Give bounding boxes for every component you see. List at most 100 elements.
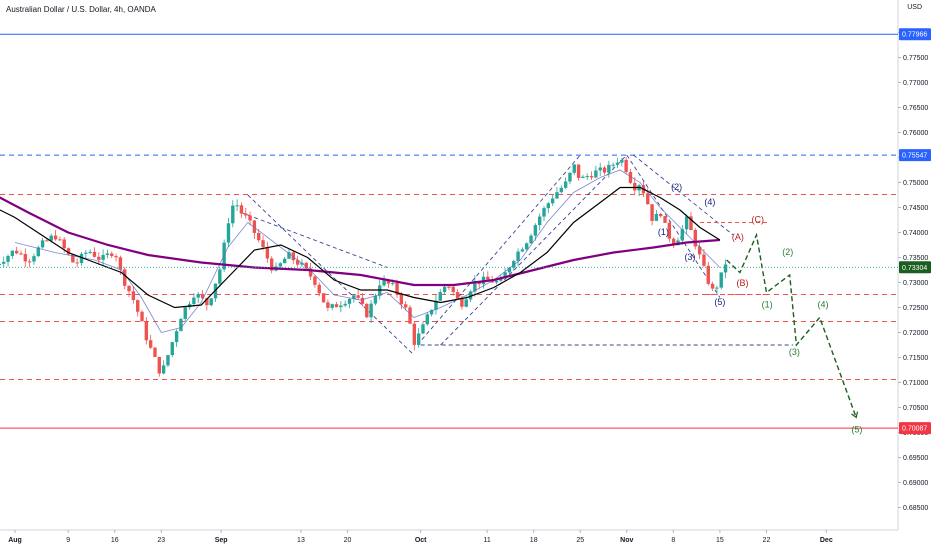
candle-body [395,283,399,295]
candle-body [218,269,222,284]
wave-label: (2) [782,247,793,257]
candle-body [408,307,412,324]
currency-label: USD [907,4,922,11]
wave-label: (5) [714,297,725,307]
candle-body [468,291,473,300]
candle-body [429,309,434,315]
ma-black-line [0,186,721,309]
candle-body [0,263,2,266]
candle-body [58,239,62,241]
candle-body [75,262,79,264]
candle-body [537,216,542,226]
candle-body [486,276,490,280]
candle-body [49,235,53,241]
candle-body [40,240,45,248]
price-level-tag [899,149,931,162]
candle-body [192,297,196,305]
candle-body [512,261,516,268]
candle-body [174,331,179,343]
chart-title: Australian Dollar / U.S. Dollar, 4h, OAN… [6,5,156,14]
candle-body [135,300,140,312]
candle-body [304,262,308,269]
candle-body [460,298,464,307]
candle-body [317,284,321,294]
candle-body [516,251,520,262]
candle-body [360,297,365,304]
candle-body [127,285,131,292]
candle-body [278,263,283,267]
candle-body [611,164,615,166]
candle-body [373,295,378,304]
candle-body [719,272,723,288]
wave-label: (5) [851,425,862,435]
candle-body [265,247,270,259]
candle-body [110,253,114,257]
candle-body [339,305,343,308]
candle-body [23,254,28,262]
candle-body [386,279,391,284]
candle-body [455,292,460,299]
candle-body [671,238,676,246]
candle-body [442,286,447,293]
price-level-tag [899,28,931,41]
wave-label: (4) [704,197,715,207]
candle-body [157,356,162,374]
ma-purple-line [0,196,720,287]
candle-body [473,280,477,292]
candle-body [633,182,637,191]
x-tick-label: 11 [484,537,491,544]
candle-body [14,250,19,254]
candle-body [356,295,360,298]
wave-label: (1) [762,300,773,310]
y-tick-label: 0.76500 [903,105,928,112]
x-tick-label: 23 [157,537,165,544]
candle-body [684,216,689,230]
candle-body [261,240,265,248]
candle-body [494,280,499,283]
candle-body [196,294,200,298]
candle-body [529,235,533,244]
candle-body [226,223,231,243]
candle-body [326,302,330,308]
last-price-tag [899,261,931,274]
wave-label: (3) [789,347,800,357]
candle-body [555,192,559,199]
candle-body [71,254,75,263]
trend-line [416,154,581,346]
candle-body [365,303,369,318]
candle-body [252,220,257,233]
candle-body [222,242,226,270]
candle-body [667,222,672,239]
wave-label: (2) [671,182,682,192]
candle-body [369,303,373,318]
candle-body [330,304,334,308]
candle-body [654,213,659,221]
candle-body [624,159,628,173]
candle-body [79,253,84,264]
y-tick-label: 0.72000 [903,330,928,337]
candle-body [235,205,239,207]
wave-label: (1) [658,227,669,237]
candle-body [563,181,568,188]
y-tick-label: 0.70500 [903,405,928,412]
candle-body [680,229,685,241]
candle-body [650,204,654,221]
x-tick-label: Nov [620,537,633,544]
candle-body [27,261,32,263]
x-tick-label: 25 [576,537,584,544]
ma-thin-line [14,169,721,333]
candle-body [723,264,728,273]
last-price-label: 0.73304 [902,265,927,272]
y-tick-label: 0.69500 [903,455,928,462]
candle-body [19,253,23,255]
candle-body [231,205,235,224]
candle-body [66,248,71,255]
y-tick-label: 0.71000 [903,380,928,387]
candle-body [1,261,6,264]
candle-body [131,291,136,301]
x-tick-label: 16 [111,537,119,544]
wave-label: (C) [752,215,765,225]
trend-line [247,194,415,356]
projection-path [726,232,857,418]
